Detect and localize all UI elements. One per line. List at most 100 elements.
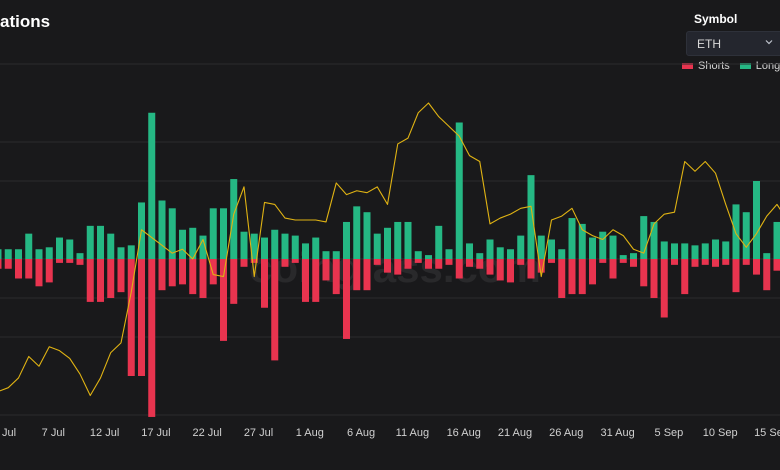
short-bar[interactable] bbox=[661, 259, 668, 318]
long-bar[interactable] bbox=[733, 204, 740, 259]
long-bar[interactable] bbox=[558, 249, 565, 259]
short-bar[interactable] bbox=[630, 259, 637, 267]
long-bar[interactable] bbox=[66, 240, 73, 260]
short-bar[interactable] bbox=[548, 259, 555, 263]
long-bar[interactable] bbox=[702, 243, 709, 259]
short-bar[interactable] bbox=[46, 259, 53, 282]
long-bar[interactable] bbox=[405, 222, 412, 259]
short-bar[interactable] bbox=[364, 259, 371, 290]
short-bar[interactable] bbox=[671, 259, 678, 265]
short-bar[interactable] bbox=[56, 259, 63, 263]
long-bar[interactable] bbox=[323, 251, 330, 259]
short-bar[interactable] bbox=[159, 259, 166, 290]
long-bar[interactable] bbox=[302, 243, 309, 259]
long-bar[interactable] bbox=[364, 212, 371, 259]
short-bar[interactable] bbox=[517, 259, 524, 265]
long-bar[interactable] bbox=[425, 255, 432, 259]
long-bar[interactable] bbox=[497, 247, 504, 259]
short-bar[interactable] bbox=[312, 259, 319, 302]
short-bar[interactable] bbox=[466, 259, 473, 267]
short-bar[interactable] bbox=[610, 259, 617, 279]
long-bar[interactable] bbox=[620, 255, 627, 259]
long-bar[interactable] bbox=[456, 123, 463, 260]
long-bar[interactable] bbox=[466, 243, 473, 259]
long-bar[interactable] bbox=[36, 249, 43, 259]
long-bar[interactable] bbox=[394, 222, 401, 259]
long-bar[interactable] bbox=[517, 236, 524, 259]
long-bar[interactable] bbox=[671, 243, 678, 259]
long-bar[interactable] bbox=[159, 201, 166, 260]
long-bar[interactable] bbox=[743, 212, 750, 259]
long-bar[interactable] bbox=[681, 243, 688, 259]
long-bar[interactable] bbox=[97, 226, 104, 259]
short-bar[interactable] bbox=[374, 259, 381, 265]
short-bar[interactable] bbox=[241, 259, 248, 267]
long-bar[interactable] bbox=[292, 236, 299, 259]
short-bar[interactable] bbox=[425, 259, 432, 269]
long-bar[interactable] bbox=[46, 247, 53, 259]
short-bar[interactable] bbox=[702, 259, 709, 265]
long-bar[interactable] bbox=[312, 238, 319, 259]
short-bar[interactable] bbox=[589, 259, 596, 284]
short-bar[interactable] bbox=[446, 259, 453, 265]
short-bar[interactable] bbox=[179, 259, 186, 284]
short-bar[interactable] bbox=[384, 259, 391, 273]
short-bar[interactable] bbox=[415, 259, 422, 263]
long-bar[interactable] bbox=[0, 249, 2, 259]
short-bar[interactable] bbox=[323, 259, 330, 280]
short-bar[interactable] bbox=[200, 259, 207, 298]
short-bar[interactable] bbox=[456, 259, 463, 279]
long-bar[interactable] bbox=[118, 247, 125, 259]
short-bar[interactable] bbox=[5, 259, 12, 269]
long-bar[interactable] bbox=[25, 234, 32, 259]
short-bar[interactable] bbox=[138, 259, 145, 376]
short-bar[interactable] bbox=[189, 259, 196, 294]
long-bar[interactable] bbox=[435, 226, 442, 259]
long-bar[interactable] bbox=[241, 232, 248, 259]
short-bar[interactable] bbox=[692, 259, 699, 267]
short-bar[interactable] bbox=[97, 259, 104, 302]
short-bar[interactable] bbox=[753, 259, 760, 275]
long-bar[interactable] bbox=[415, 251, 422, 259]
short-bar[interactable] bbox=[25, 259, 32, 279]
long-bar[interactable] bbox=[476, 253, 483, 259]
short-bar[interactable] bbox=[507, 259, 514, 282]
long-bar[interactable] bbox=[384, 228, 391, 259]
long-bar[interactable] bbox=[569, 218, 576, 259]
short-bar[interactable] bbox=[302, 259, 309, 302]
long-bar[interactable] bbox=[128, 245, 135, 259]
short-bar[interactable] bbox=[271, 259, 278, 360]
short-bar[interactable] bbox=[15, 259, 22, 279]
short-bar[interactable] bbox=[107, 259, 114, 298]
short-bar[interactable] bbox=[394, 259, 401, 275]
long-bar[interactable] bbox=[630, 253, 637, 259]
long-bar[interactable] bbox=[487, 240, 494, 260]
short-bar[interactable] bbox=[220, 259, 227, 341]
long-bar[interactable] bbox=[763, 253, 770, 259]
long-bar[interactable] bbox=[282, 234, 289, 259]
short-bar[interactable] bbox=[353, 259, 360, 290]
short-bar[interactable] bbox=[763, 259, 770, 290]
short-bar[interactable] bbox=[230, 259, 237, 304]
short-bar[interactable] bbox=[87, 259, 94, 302]
short-bar[interactable] bbox=[148, 259, 155, 417]
long-bar[interactable] bbox=[651, 222, 658, 259]
long-bar[interactable] bbox=[15, 249, 22, 259]
short-bar[interactable] bbox=[66, 259, 73, 263]
long-bar[interactable] bbox=[343, 222, 350, 259]
long-bar[interactable] bbox=[528, 175, 535, 259]
short-bar[interactable] bbox=[774, 259, 780, 271]
short-bar[interactable] bbox=[497, 259, 504, 280]
short-bar[interactable] bbox=[681, 259, 688, 294]
short-bar[interactable] bbox=[118, 259, 125, 292]
long-bar[interactable] bbox=[610, 236, 617, 259]
short-bar[interactable] bbox=[620, 259, 627, 263]
long-bar[interactable] bbox=[220, 208, 227, 259]
short-bar[interactable] bbox=[169, 259, 176, 286]
short-bar[interactable] bbox=[333, 259, 340, 294]
long-bar[interactable] bbox=[179, 230, 186, 259]
short-bar[interactable] bbox=[579, 259, 586, 294]
long-bar[interactable] bbox=[548, 240, 555, 260]
short-bar[interactable] bbox=[599, 259, 606, 263]
long-bar[interactable] bbox=[507, 249, 514, 259]
